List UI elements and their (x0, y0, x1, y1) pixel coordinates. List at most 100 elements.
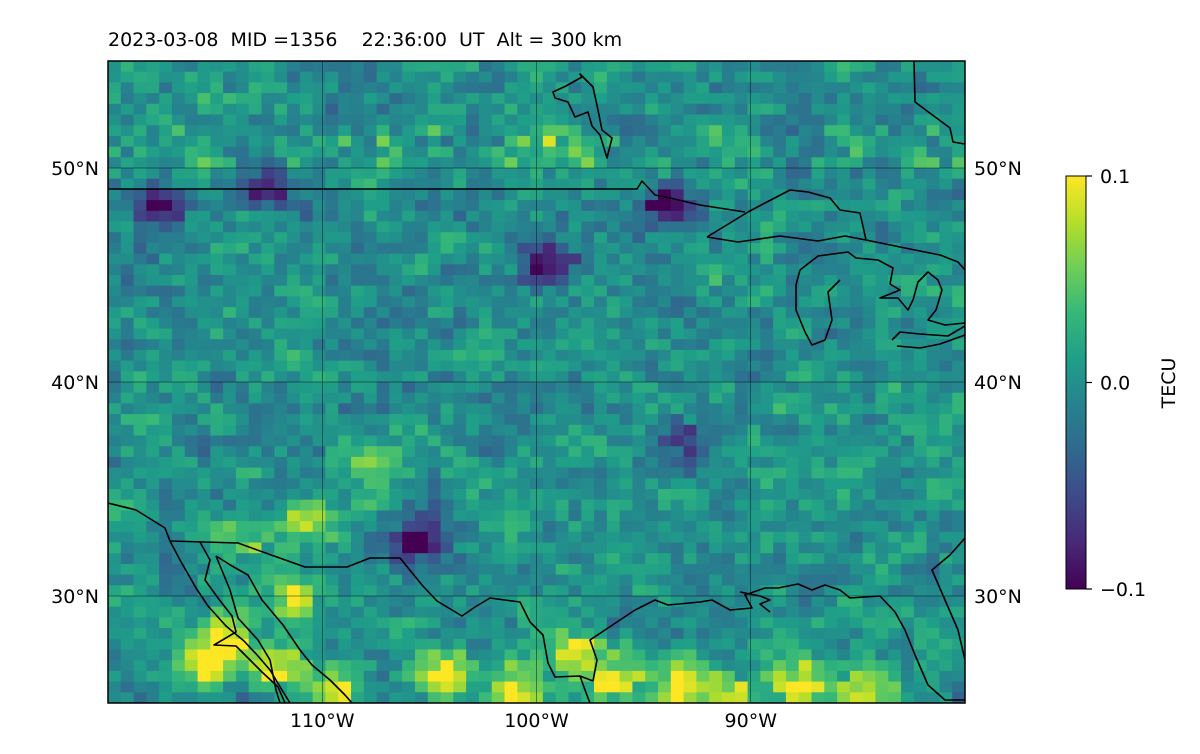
heatmap-cell (721, 681, 736, 693)
heatmap-cell (504, 382, 518, 394)
heatmap-cell (721, 414, 736, 426)
heatmap-cell (402, 210, 416, 223)
heatmap-cell (414, 157, 429, 169)
heatmap-cell (466, 606, 480, 618)
heatmap-cell (594, 157, 608, 169)
heatmap-cell (824, 414, 838, 426)
heatmap-cell (453, 328, 467, 340)
heatmap-cell (261, 628, 275, 640)
heatmap-cell (223, 467, 237, 479)
heatmap-cell (414, 382, 429, 394)
heatmap-cell (478, 317, 493, 330)
heatmap-cell (760, 446, 774, 458)
heatmap-cell (760, 168, 774, 180)
heatmap-cell (108, 585, 122, 597)
heatmap-cell (798, 178, 813, 190)
heatmap-cell (594, 221, 608, 233)
heatmap-cell (427, 360, 442, 372)
heatmap-cell (376, 414, 390, 426)
heatmap-cell (939, 531, 953, 544)
heatmap-cell (235, 435, 250, 447)
heatmap-cell (773, 157, 787, 169)
heatmap-cell (248, 371, 263, 383)
heatmap-cell (159, 660, 173, 672)
heatmap-cell (773, 563, 787, 576)
heatmap-cell (299, 628, 314, 640)
heatmap-cell (619, 596, 634, 608)
heatmap-cell (594, 264, 608, 276)
y-tick-label-right: 40°N (974, 372, 1022, 394)
heatmap-cell (325, 360, 339, 372)
heatmap-cell (466, 435, 480, 447)
heatmap-cell (210, 414, 224, 426)
heatmap-cell (504, 392, 518, 404)
heatmap-cell (888, 424, 902, 437)
heatmap-cell (952, 125, 965, 137)
heatmap-cell (504, 200, 518, 212)
heatmap-cell (338, 467, 352, 479)
heatmap-cell (581, 189, 595, 201)
heatmap-cell (287, 638, 301, 651)
heatmap-cell (453, 307, 467, 319)
heatmap-cell (197, 210, 211, 223)
heatmap-cell (734, 307, 749, 319)
heatmap-cell (351, 499, 365, 511)
heatmap-cell (824, 456, 838, 469)
heatmap-cell (427, 82, 442, 94)
heatmap-cell (811, 456, 825, 469)
heatmap-cell (159, 456, 173, 469)
heatmap-cell (913, 178, 928, 190)
heatmap-cell (312, 478, 327, 490)
heatmap-cell (581, 264, 595, 276)
heatmap-cell (517, 328, 531, 340)
heatmap-cell (248, 82, 263, 94)
heatmap-cell (875, 692, 889, 703)
heatmap-cell (325, 456, 339, 469)
heatmap-cell (926, 446, 941, 458)
heatmap-cell (888, 403, 902, 415)
heatmap-cell (261, 200, 275, 212)
heatmap-cell (171, 189, 186, 201)
heatmap-cell (312, 71, 327, 83)
heatmap-cell (146, 307, 160, 319)
heatmap-cell (184, 200, 199, 212)
heatmap-cell (542, 93, 557, 105)
heatmap-cell (555, 392, 570, 404)
heatmap-cell (952, 178, 965, 190)
heatmap-cell (849, 606, 864, 618)
heatmap-cell (734, 638, 749, 651)
heatmap-cell (606, 275, 621, 287)
heatmap-cell (223, 424, 237, 437)
heatmap-cell (325, 307, 339, 319)
heatmap-cell (555, 531, 570, 544)
heatmap-cell (658, 93, 672, 105)
heatmap-cell (363, 189, 378, 201)
heatmap-cell (287, 221, 301, 233)
heatmap-cell (210, 317, 224, 330)
heatmap-cell (734, 221, 749, 233)
heatmap-cell (875, 638, 889, 651)
heatmap-cell (542, 692, 557, 703)
heatmap-cell (913, 232, 928, 244)
heatmap-cell (696, 638, 710, 651)
heatmap-cell (159, 414, 173, 426)
heatmap-cell (414, 392, 429, 404)
heatmap-cell (402, 499, 416, 511)
heatmap-cell (338, 392, 352, 404)
heatmap-cell (747, 285, 761, 297)
heatmap-cell (440, 478, 454, 490)
heatmap-cell (491, 563, 506, 576)
heatmap-cell (939, 563, 953, 576)
heatmap-cell (568, 585, 582, 597)
heatmap-cell (913, 531, 928, 544)
heatmap-cell (747, 606, 761, 618)
heatmap-cell (734, 360, 749, 372)
heatmap-cell (773, 392, 787, 404)
heatmap-cell (849, 382, 864, 394)
heatmap-cell (721, 146, 736, 158)
heatmap-cell (913, 285, 928, 297)
heatmap-cell (389, 467, 403, 479)
heatmap-cell (478, 414, 493, 426)
heatmap-cell (939, 360, 953, 372)
heatmap-cell (913, 649, 928, 661)
